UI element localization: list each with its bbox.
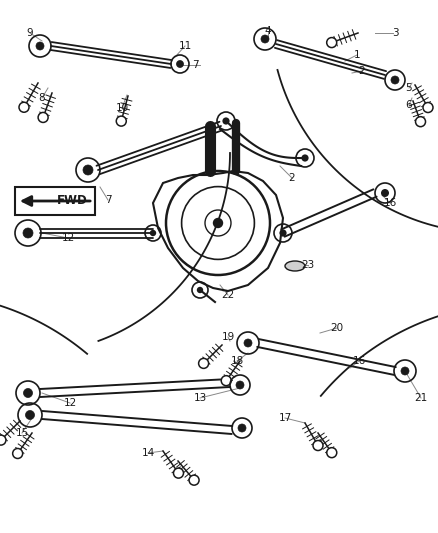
Text: 23: 23 (301, 260, 314, 270)
Text: 17: 17 (279, 413, 292, 423)
Text: 7: 7 (105, 195, 111, 205)
Circle shape (38, 112, 48, 123)
Text: 7: 7 (192, 60, 198, 70)
Text: 14: 14 (141, 448, 155, 458)
Circle shape (197, 287, 203, 293)
Circle shape (381, 189, 389, 197)
Circle shape (189, 475, 199, 485)
Ellipse shape (285, 261, 305, 271)
Text: 16: 16 (383, 198, 397, 208)
Circle shape (83, 165, 93, 175)
Text: 8: 8 (39, 93, 45, 103)
Circle shape (0, 435, 6, 445)
Circle shape (313, 440, 323, 450)
Circle shape (13, 448, 23, 458)
Text: 18: 18 (230, 356, 244, 366)
Circle shape (150, 230, 156, 236)
Circle shape (423, 102, 433, 112)
FancyBboxPatch shape (15, 187, 95, 215)
Text: 4: 4 (265, 26, 271, 36)
Circle shape (244, 339, 252, 347)
Text: 5: 5 (406, 83, 412, 93)
Circle shape (221, 376, 231, 386)
Text: 11: 11 (178, 41, 192, 51)
Circle shape (238, 424, 246, 432)
Circle shape (116, 116, 126, 126)
Text: 3: 3 (392, 28, 398, 38)
Circle shape (177, 61, 184, 68)
Circle shape (198, 358, 208, 368)
Circle shape (36, 42, 44, 50)
Circle shape (327, 38, 337, 47)
Text: FWD: FWD (57, 195, 87, 207)
Text: 10: 10 (116, 103, 129, 113)
Text: 20: 20 (330, 323, 343, 333)
Circle shape (223, 117, 230, 125)
Circle shape (416, 117, 426, 127)
Text: 9: 9 (27, 28, 33, 38)
Circle shape (327, 448, 337, 458)
Circle shape (391, 76, 399, 84)
Circle shape (401, 367, 409, 375)
Circle shape (24, 389, 32, 398)
Text: 22: 22 (221, 290, 235, 300)
Text: 12: 12 (64, 398, 77, 408)
Circle shape (301, 155, 309, 161)
Text: 2: 2 (289, 173, 295, 183)
Text: 13: 13 (193, 393, 207, 403)
Circle shape (25, 410, 35, 419)
Text: 19: 19 (221, 332, 235, 342)
Circle shape (213, 218, 223, 228)
Circle shape (279, 229, 286, 237)
Text: 6: 6 (406, 100, 412, 110)
Circle shape (19, 102, 29, 112)
Text: 2: 2 (359, 66, 365, 76)
Text: 15: 15 (15, 428, 28, 438)
Text: 21: 21 (414, 393, 427, 403)
Text: 16: 16 (353, 356, 366, 366)
Circle shape (23, 228, 33, 238)
Circle shape (261, 35, 269, 43)
Circle shape (236, 381, 244, 389)
Circle shape (173, 468, 184, 478)
Text: 1: 1 (354, 50, 360, 60)
Text: 12: 12 (61, 233, 74, 243)
